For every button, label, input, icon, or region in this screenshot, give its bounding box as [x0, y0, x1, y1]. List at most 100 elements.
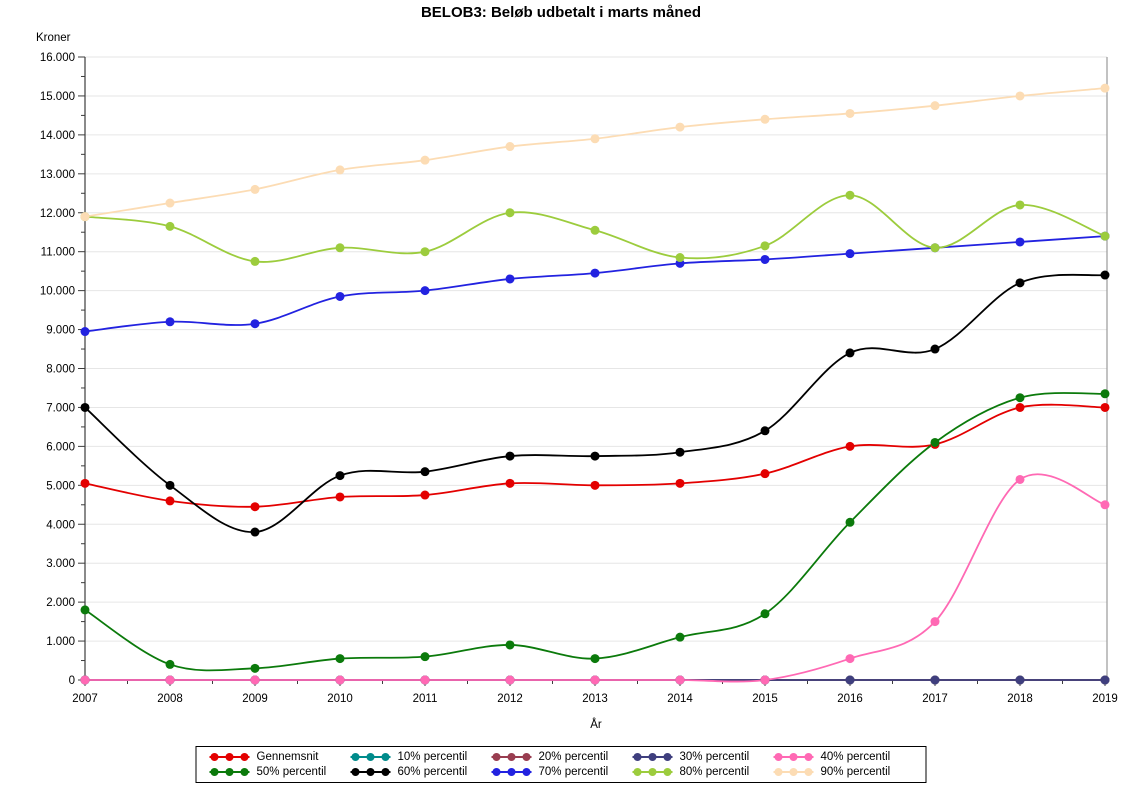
data-point-30-percentil: [845, 675, 855, 685]
legend-label: 70% percentil: [538, 766, 609, 778]
legend-item-60-percentil: 60% percentil: [350, 766, 491, 778]
y-tick-label: 15.000: [40, 91, 75, 103]
x-tick-label: 2017: [922, 693, 948, 705]
x-tick-label: 2015: [752, 693, 778, 705]
data-point-60-percentil: [165, 480, 175, 490]
data-point-40-percentil: [335, 675, 345, 685]
data-point-40-percentil: [1015, 474, 1025, 484]
legend-marker-dot: [210, 768, 219, 776]
legend-marker-dot: [366, 768, 375, 776]
legend-marker-dot: [225, 753, 234, 761]
data-point-90-percentil: [845, 108, 855, 118]
data-point-gennemsnit: [250, 502, 260, 512]
legend-item-50-percentil: 50% percentil: [209, 766, 350, 778]
data-point-90-percentil: [760, 114, 770, 124]
legend-label: 90% percentil: [820, 766, 891, 778]
data-point-90-percentil: [590, 134, 600, 144]
data-point-30-percentil: [1100, 675, 1110, 685]
legend-marker-dot: [648, 768, 657, 776]
data-point-70-percentil: [420, 286, 430, 296]
x-tick-label: 2016: [837, 693, 863, 705]
x-tick-label: 2018: [1007, 693, 1033, 705]
data-point-40-percentil: [675, 675, 685, 685]
data-point-90-percentil: [930, 101, 940, 111]
data-point-80-percentil: [590, 225, 600, 235]
x-tick-label: 2014: [667, 693, 693, 705]
chart-title: BELOB3: Beløb udbetalt i marts måned: [420, 4, 702, 21]
y-tick-label: 2.000: [46, 597, 75, 609]
data-point-30-percentil: [1015, 675, 1025, 685]
data-point-60-percentil: [760, 426, 770, 436]
data-point-80-percentil: [1015, 200, 1025, 210]
legend-item-90-percentil: 90% percentil: [773, 766, 914, 778]
legend: Gennemsnit 10% percentil 20% percentil 30% …: [195, 746, 927, 783]
legend-marker-dot: [492, 753, 501, 761]
y-tick-label: 7.000: [46, 402, 75, 414]
data-point-50-percentil: [845, 517, 855, 527]
legend-marker-dot: [789, 768, 798, 776]
data-point-70-percentil: [250, 319, 260, 329]
data-point-50-percentil: [930, 437, 940, 447]
series-line-50-percentil: [84, 392, 1106, 672]
data-point-80-percentil: [845, 190, 855, 200]
data-point-70-percentil: [505, 274, 515, 284]
legend-marker-dot: [351, 753, 360, 761]
data-point-90-percentil: [505, 142, 515, 152]
legend-marker-dot: [225, 768, 234, 776]
data-point-gennemsnit: [80, 478, 90, 488]
legend-label: 10% percentil: [397, 751, 468, 763]
legend-marker-dot: [648, 753, 657, 761]
x-tick-label: 2011: [413, 693, 438, 705]
legend-marker-90-percentil: [773, 768, 814, 776]
data-point-70-percentil: [845, 249, 855, 259]
data-point-60-percentil: [335, 471, 345, 481]
legend-marker-70-percentil: [491, 768, 532, 776]
data-point-50-percentil: [80, 605, 90, 615]
legend-item-40-percentil: 40% percentil: [773, 751, 914, 763]
series-line-60-percentil: [84, 273, 1106, 533]
data-point-40-percentil: [930, 617, 940, 627]
data-point-gennemsnit: [1100, 402, 1110, 412]
data-point-50-percentil: [420, 652, 430, 662]
data-point-40-percentil: [1100, 500, 1110, 510]
y-tick-label: 5.000: [46, 480, 75, 492]
data-point-gennemsnit: [335, 492, 345, 502]
y-tick-label: 1.000: [46, 636, 75, 648]
legend-item-30-percentil: 30% percentil: [632, 751, 773, 763]
data-point-40-percentil: [590, 675, 600, 685]
legend-marker-dot: [507, 753, 516, 761]
data-point-60-percentil: [675, 447, 685, 457]
data-point-90-percentil: [250, 184, 260, 194]
data-point-60-percentil: [930, 344, 940, 354]
data-point-90-percentil: [335, 165, 345, 175]
legend-marker-dot: [210, 753, 219, 761]
data-point-80-percentil: [1100, 231, 1110, 241]
data-point-90-percentil: [165, 198, 175, 208]
data-point-50-percentil: [505, 640, 515, 650]
legend-marker-dot: [522, 753, 531, 761]
x-tick-label: 2007: [72, 693, 98, 705]
legend-marker-30-percentil: [632, 753, 673, 761]
series-line-70-percentil: [84, 235, 1106, 333]
x-tick-label: 2008: [157, 693, 183, 705]
legend-marker-gennemsnit: [209, 753, 250, 761]
y-tick-label: 10.000: [40, 286, 75, 298]
axis-tick-labels: 0 1.000 2.000 3.000 4.000 5.000 6.000 7.000 8.00…: [40, 52, 1118, 705]
axis-ticks: [78, 56, 1106, 686]
legend-marker-dot: [240, 768, 249, 776]
data-point-60-percentil: [420, 467, 430, 477]
data-point-70-percentil: [80, 327, 90, 337]
legend-marker-dot: [663, 753, 672, 761]
data-point-50-percentil: [335, 654, 345, 664]
data-point-50-percentil: [675, 632, 685, 642]
gridlines: [85, 56, 1107, 642]
legend-marker-dot: [633, 753, 642, 761]
series-line-90-percentil: [84, 87, 1106, 218]
data-point-90-percentil: [420, 155, 430, 165]
y-tick-label: 6.000: [46, 441, 75, 453]
data-point-90-percentil: [1015, 91, 1025, 101]
legend-marker-60-percentil: [350, 768, 391, 776]
legend-marker-40-percentil: [773, 753, 814, 761]
y-tick-label: 0: [69, 675, 75, 687]
